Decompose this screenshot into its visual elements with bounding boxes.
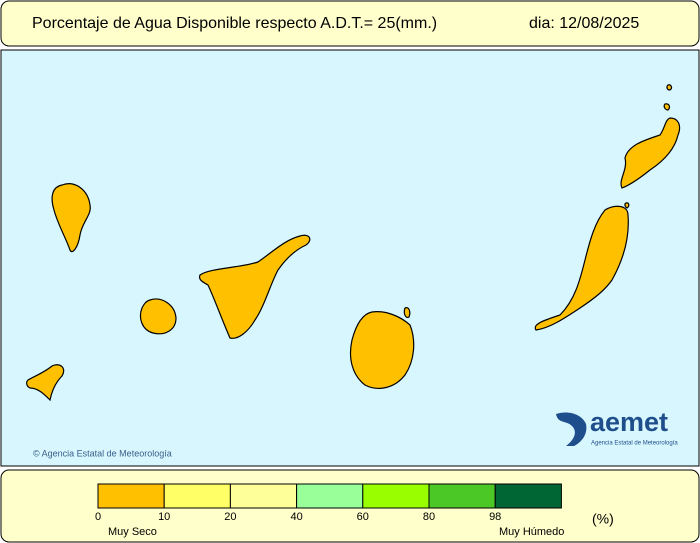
- legend-tick-label: 80: [423, 511, 435, 523]
- legend-low-label: Muy Seco: [108, 526, 157, 538]
- logo-name: aemet: [590, 407, 668, 437]
- title: Porcentaje de Agua Disponible respecto A…: [32, 15, 437, 32]
- legend-unit: (%): [592, 511, 614, 527]
- legend-swatch: [163, 483, 231, 509]
- header-panel: [0, 0, 700, 47]
- legend-tick-label: 40: [290, 511, 302, 523]
- la-graciosa: [663, 103, 671, 111]
- legend-tick-label: 98: [489, 511, 501, 523]
- legend-swatch: [494, 483, 562, 509]
- legend: 0 10 20 40 60 80 98: [95, 483, 562, 523]
- islet: [403, 307, 411, 319]
- legend-swatch: [362, 483, 430, 509]
- copyright: © Agencia Estatal de Meteorología: [33, 448, 172, 458]
- date: dia: 12/08/2025: [529, 15, 639, 32]
- legend-swatch: [428, 483, 496, 509]
- alegranza: [666, 84, 673, 91]
- legend-tick-label: 60: [357, 511, 369, 523]
- logo-icon: [556, 412, 587, 446]
- legend-tick-label: 0: [95, 511, 101, 523]
- map-area: [0, 49, 700, 467]
- la-gomera: [139, 298, 177, 335]
- lanzarote: [620, 117, 681, 189]
- legend-swatch: [97, 483, 165, 509]
- la-palma: [51, 183, 91, 253]
- logo: aemet Agencia Estatal de Meteorología: [556, 407, 678, 447]
- lobos: [624, 202, 630, 209]
- logo-subtitle: Agencia Estatal de Meteorología: [591, 441, 678, 447]
- tenerife: [198, 234, 311, 339]
- legend-swatch: [296, 483, 364, 509]
- islands: [26, 84, 681, 402]
- el-hierro: [26, 364, 65, 402]
- fuerteventura: [534, 205, 629, 331]
- legend-tick-label: 20: [224, 511, 236, 523]
- legend-high-label: Muy Húmedo: [499, 526, 564, 538]
- legend-swatch: [229, 483, 298, 509]
- legend-tick-label: 10: [158, 511, 170, 523]
- gran-canaria: [349, 311, 415, 389]
